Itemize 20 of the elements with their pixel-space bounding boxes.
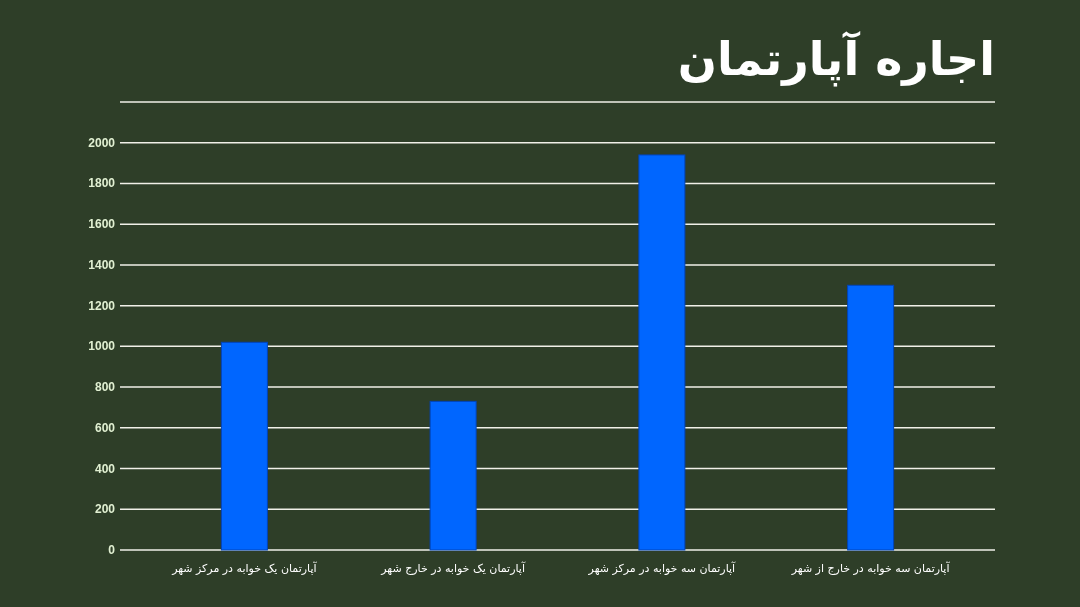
y-tick-label: 1200	[88, 298, 116, 313]
y-tick-label: 1800	[88, 176, 116, 191]
x-tick-label: آپارتمان سه خوابه در مرکز شهر	[587, 561, 737, 575]
x-tick-label: آپارتمان یک خوابه در خارج شهر	[380, 561, 526, 575]
y-tick-label: 1400	[88, 257, 116, 272]
y-tick-label: 1600	[88, 217, 116, 232]
bar	[847, 284, 895, 551]
x-tick-label: آپارتمان یک خوابه در مرکز شهر	[171, 561, 318, 575]
y-tick-label: 600	[94, 420, 116, 435]
y-tick-label: 2000	[88, 135, 116, 150]
bar	[429, 400, 477, 551]
y-tick-label: 200	[94, 502, 116, 517]
y-tick-label: 400	[94, 461, 116, 476]
y-tick-label: 1000	[88, 339, 116, 354]
chart-title: اجاره آپارتمان	[677, 31, 995, 87]
bar	[638, 154, 686, 551]
y-tick-label: 0	[108, 543, 116, 557]
y-tick-label: 800	[94, 380, 116, 395]
bar	[220, 341, 268, 551]
x-tick-label: آپارتمان سه خوابه در خارج از شهر	[790, 561, 951, 575]
